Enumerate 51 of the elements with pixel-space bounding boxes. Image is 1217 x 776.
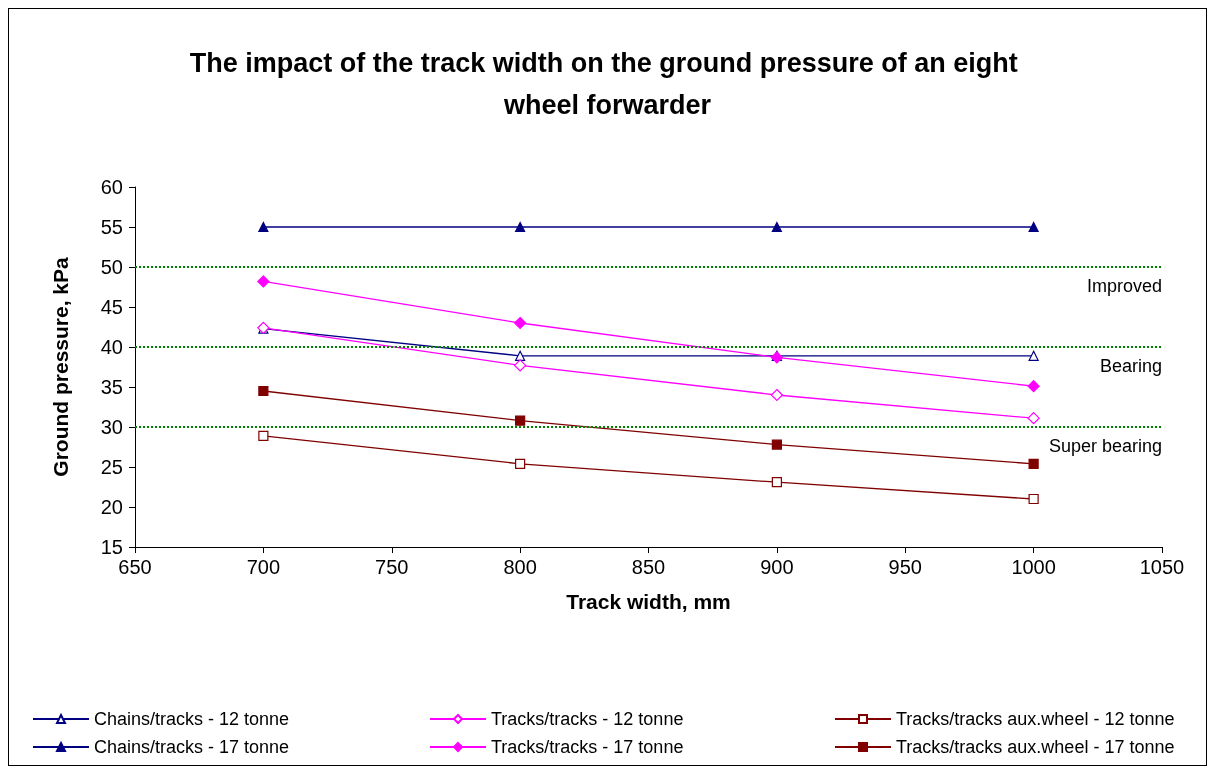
ref-line-label: Bearing bbox=[1099, 356, 1162, 376]
point bbox=[515, 415, 526, 426]
legend-label: Chains/tracks - 12 tonne bbox=[94, 709, 290, 729]
point bbox=[258, 430, 269, 441]
point bbox=[515, 350, 526, 361]
point bbox=[771, 439, 782, 450]
y-tick-label: 60 bbox=[100, 176, 123, 198]
y-tick-label: 30 bbox=[100, 416, 123, 438]
y-tick-label: 25 bbox=[100, 456, 123, 478]
x-axis-title: Track width, mm bbox=[566, 590, 731, 613]
point bbox=[1028, 458, 1039, 469]
y-tick-label: 45 bbox=[100, 296, 123, 318]
y-axis-title: Ground pressure, kPa bbox=[49, 256, 72, 477]
y-tick-label: 15 bbox=[100, 536, 123, 558]
ref-line-label: Improved bbox=[1086, 276, 1162, 296]
legend-label: Tracks/tracks aux.wheel - 17 tonne bbox=[896, 737, 1175, 757]
legend-label: Tracks/tracks aux.wheel - 12 tonne bbox=[896, 709, 1175, 729]
x-tick-label: 850 bbox=[631, 556, 666, 578]
point bbox=[1027, 412, 1040, 425]
x-tick-label: 950 bbox=[888, 556, 922, 578]
point bbox=[771, 221, 782, 233]
x-tick-label: 800 bbox=[503, 556, 537, 578]
x-tick-label: 700 bbox=[246, 556, 281, 578]
x-tick-label: 1050 bbox=[1139, 556, 1185, 578]
legend-label: Tracks/tracks - 12 tonne bbox=[491, 709, 684, 729]
point bbox=[771, 477, 782, 488]
point bbox=[515, 221, 526, 233]
x-tick-label: 1000 bbox=[1011, 556, 1056, 578]
point bbox=[1027, 380, 1040, 393]
legend-label: Chains/tracks - 17 tonne bbox=[94, 737, 290, 757]
chart-title: The impact of the track width on the ground pressure of an eight wheel forwarder bbox=[189, 48, 1026, 120]
x-tick-label: 650 bbox=[118, 556, 152, 578]
point bbox=[258, 385, 269, 397]
point bbox=[258, 221, 269, 233]
point bbox=[1028, 493, 1039, 505]
point bbox=[514, 316, 527, 330]
y-tick-label: 50 bbox=[100, 256, 123, 278]
point bbox=[515, 458, 526, 469]
ref-line-label: Super bearing bbox=[1048, 436, 1162, 456]
point bbox=[514, 359, 527, 372]
point bbox=[770, 388, 783, 402]
point bbox=[1028, 221, 1039, 233]
point bbox=[1028, 350, 1039, 361]
x-tick-label: 750 bbox=[375, 556, 409, 578]
y-tick-label: 40 bbox=[100, 336, 123, 358]
point bbox=[257, 275, 270, 288]
x-tick-label: 900 bbox=[760, 556, 794, 578]
legend-label: Tracks/tracks - 17 tonne bbox=[491, 737, 684, 757]
y-tick-label: 35 bbox=[100, 376, 123, 398]
y-tick-label: 20 bbox=[100, 496, 123, 518]
y-tick-label: 55 bbox=[100, 216, 123, 238]
